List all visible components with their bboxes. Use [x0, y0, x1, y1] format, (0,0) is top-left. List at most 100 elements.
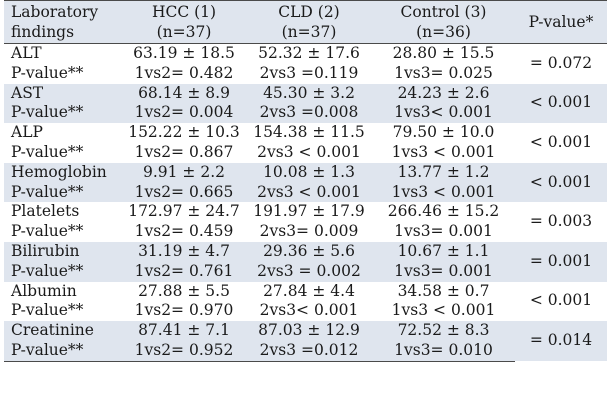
table-row-albumin: Albumin 27.88 ± 5.5 27.84 ± 4.4 34.58 ± 0.7… [4, 281, 607, 310]
cell-control-hemoglobin: 13.77 ± 1.2 [372, 162, 515, 183]
cell-hcc-creatinine: 87.41 ± 7.1 [122, 321, 246, 341]
cell-control-ast: 24.23 ± 2.6 [372, 83, 515, 104]
cell-p13-albumin: 1vs3 < 0.001 [391, 301, 496, 320]
cell-p23-albumin: 2vs3< 0.001 [259, 301, 359, 320]
table-row-pvalue-albumin: P-value** 1vs2= 0.970 2vs3< 0.001 1vs3 < 0.… [4, 301, 607, 321]
pvalue-label-creatinine: P-value** [4, 340, 122, 362]
table-row-pvalue-hemoglobin: P-value** 1vs2= 0.665 2vs3 < 0.001 1vs3 < 0… [4, 182, 607, 203]
cell-cld-alp: 154.38 ± 11.5 [253, 123, 365, 142]
row-label-alt: ALT [11, 44, 42, 62]
row-label-alp: ALP [11, 123, 43, 142]
header-lab-findings-line2: findings [11, 23, 75, 41]
header-row: Laboratory findings HCC (1) (n=37) CLD (… [4, 0, 607, 44]
cell-p13-bilirubin: 1vs3= 0.001 [372, 261, 515, 282]
cell-overall-p-creatinine: = 0.014 [515, 321, 607, 362]
cell-overall-p-alt: = 0.072 [529, 53, 593, 72]
header-control-line2: (n=36) [416, 23, 471, 41]
cell-p23-bilirubin: 2vs3 = 0.002 [246, 261, 372, 282]
cell-overall-p-bilirubin: = 0.001 [515, 241, 607, 282]
cell-hcc-albumin: 27.88 ± 5.5 [138, 281, 230, 300]
cell-p23-creatinine: 2vs3 =0.012 [246, 340, 372, 362]
cell-cld-hemoglobin: 10.08 ± 1.3 [246, 162, 372, 183]
row-label-platelets: Platelets [11, 202, 80, 221]
cell-p12-platelets: 1vs2= 0.459 [134, 222, 234, 241]
cell-p12-alt: 1vs2= 0.482 [134, 63, 234, 82]
cell-p13-creatinine: 1vs3= 0.010 [372, 340, 515, 362]
cell-p23-hemoglobin: 2vs3 < 0.001 [246, 182, 372, 203]
table-row-bilirubin: Bilirubin 31.19 ± 4.7 29.36 ± 5.6 10.67 ± 1… [4, 241, 607, 282]
table-row-platelets: Platelets 172.97 ± 24.7 191.97 ± 17.9 266.4… [4, 202, 607, 230]
table-row-creatinine: Creatinine 87.41 ± 7.1 87.03 ± 12.9 72.52 ±… [4, 321, 607, 362]
header-hcc-line2: (n=37) [156, 23, 212, 41]
cell-p13-ast: 1vs3< 0.001 [372, 103, 515, 124]
pvalue-label-ast: P-value** [4, 103, 122, 124]
cell-control-alt: 28.80 ± 15.5 [392, 44, 495, 62]
cell-p23-platelets: 2vs3= 0.009 [259, 222, 359, 241]
cell-p12-hemoglobin: 1vs2= 0.665 [122, 182, 246, 203]
header-lab-findings-line1: Laboratory [11, 3, 99, 21]
cell-p12-ast: 1vs2= 0.004 [122, 103, 246, 124]
cell-p23-alp: 2vs3 < 0.001 [257, 142, 361, 161]
cell-overall-p-alp: < 0.001 [529, 133, 593, 152]
cell-control-albumin: 34.58 ± 0.7 [397, 281, 490, 300]
table-row-pvalue-alt: P-value** 1vs2= 0.482 2vs3 =0.119 1vs3= 0.0… [4, 64, 607, 84]
cell-hcc-alp: 152.22 ± 10.3 [128, 123, 240, 142]
table-row-pvalue-ast: P-value** 1vs2= 0.004 2vs3 =0.008 1vs3< 0.0… [4, 103, 607, 124]
cell-p13-alt: 1vs3= 0.025 [394, 63, 493, 82]
row-label-bilirubin: Bilirubin [4, 241, 122, 262]
header-cld-line1: CLD (2) [278, 3, 340, 21]
cell-hcc-alt: 63.19 ± 18.5 [133, 44, 235, 62]
cell-cld-bilirubin: 29.36 ± 5.6 [246, 241, 372, 262]
cell-hcc-platelets: 172.97 ± 24.7 [128, 202, 240, 221]
cell-overall-p-hemoglobin: < 0.001 [515, 162, 607, 203]
cell-p12-bilirubin: 1vs2= 0.761 [122, 261, 246, 282]
cell-p13-hemoglobin: 1vs3 < 0.001 [372, 182, 515, 203]
pvalue-label-albumin: P-value** [11, 301, 84, 320]
cell-control-creatinine: 72.52 ± 8.3 [372, 321, 515, 341]
table-row-ast: AST 68.14 ± 8.9 45.30 ± 3.2 24.23 ± 2.6 < 0.… [4, 83, 607, 124]
cell-overall-p-platelets: = 0.003 [529, 212, 593, 231]
cell-hcc-hemoglobin: 9.91 ± 2.2 [122, 162, 246, 183]
cell-p12-albumin: 1vs2= 0.970 [134, 301, 234, 320]
table-row-pvalue-bilirubin: P-value** 1vs2= 0.761 2vs3 = 0.002 1vs3= 0.… [4, 261, 607, 282]
cell-p13-platelets: 1vs3= 0.001 [394, 222, 493, 241]
cell-control-bilirubin: 10.67 ± 1.1 [372, 241, 515, 262]
header-control: Control (3) (n=36) [372, 0, 515, 44]
pvalue-label-alt: P-value** [11, 63, 84, 82]
cell-p12-creatinine: 1vs2= 0.952 [122, 340, 246, 362]
cell-overall-p-ast: < 0.001 [515, 83, 607, 124]
header-cld: CLD (2) (n=37) [246, 0, 372, 44]
header-lab-findings: Laboratory findings [4, 0, 122, 44]
table-row-pvalue-platelets: P-value** 1vs2= 0.459 2vs3= 0.009 1vs3= 0.0… [4, 222, 607, 242]
table-row-hemoglobin: Hemoglobin 9.91 ± 2.2 10.08 ± 1.3 13.77 ± 1… [4, 162, 607, 203]
table-row-pvalue-alp: P-value** 1vs2= 0.867 2vs3 < 0.001 1vs3 < 0… [4, 143, 607, 163]
row-label-albumin: Albumin [11, 281, 77, 300]
cell-p23-ast: 2vs3 =0.008 [246, 103, 372, 124]
header-hcc-line1: HCC (1) [151, 3, 217, 21]
cell-p13-alp: 1vs3 < 0.001 [391, 142, 496, 161]
table-row-alt: ALT 63.19 ± 18.5 52.32 ± 17.6 28.80 ± 15.5 =… [4, 44, 607, 72]
table-row-pvalue-creatinine: P-value** 1vs2= 0.952 2vs3 =0.012 1vs3= 0.0… [4, 340, 607, 362]
pvalue-label-alp: P-value** [11, 142, 84, 161]
row-label-ast: AST [4, 83, 122, 104]
cell-p23-alt: 2vs3 =0.119 [259, 63, 359, 82]
laboratory-findings-table: Laboratory findings HCC (1) (n=37) CLD (… [4, 0, 607, 362]
row-label-creatinine: Creatinine [4, 321, 122, 341]
cell-overall-p-albumin: < 0.001 [529, 291, 593, 310]
header-p-value: P-value* [515, 0, 607, 44]
cell-cld-platelets: 191.97 ± 17.9 [253, 202, 365, 221]
header-cld-line2: (n=37) [281, 23, 337, 41]
table-row-alp: ALP 152.22 ± 10.3 154.38 ± 11.5 79.50 ± 10.… [4, 123, 607, 151]
cell-hcc-bilirubin: 31.19 ± 4.7 [122, 241, 246, 262]
header-hcc: HCC (1) (n=37) [122, 0, 246, 44]
header-control-line1: Control (3) [400, 3, 487, 21]
row-label-hemoglobin: Hemoglobin [4, 162, 122, 183]
cell-cld-albumin: 27.84 ± 4.4 [263, 281, 355, 300]
cell-control-platelets: 266.46 ± 15.2 [387, 202, 500, 221]
table-header: Laboratory findings HCC (1) (n=37) CLD (… [4, 0, 607, 44]
cell-hcc-ast: 68.14 ± 8.9 [122, 83, 246, 104]
cell-cld-ast: 45.30 ± 3.2 [246, 83, 372, 104]
pvalue-label-bilirubin: P-value** [4, 261, 122, 282]
pvalue-label-hemoglobin: P-value** [4, 182, 122, 203]
table-body: ALT 63.19 ± 18.5 52.32 ± 17.6 28.80 ± 15.5 =… [4, 44, 607, 362]
